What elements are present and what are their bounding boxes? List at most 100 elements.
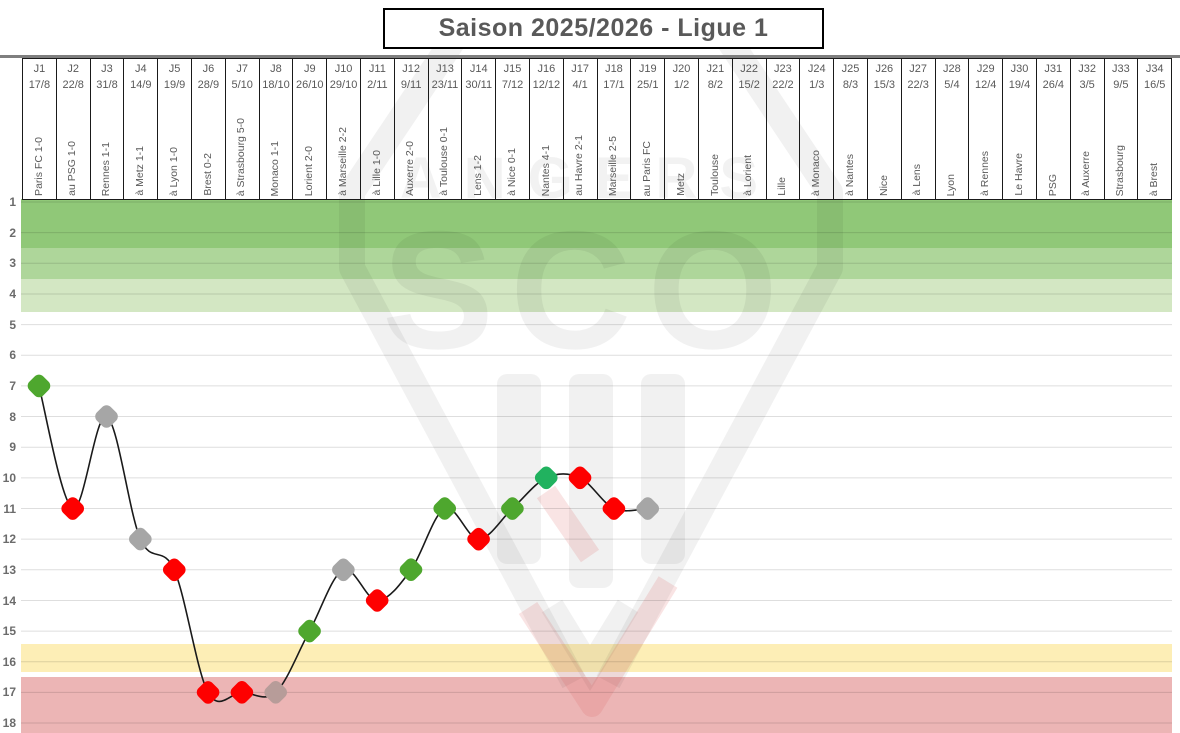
matchday-label: J15 [503,63,522,75]
matchday-column-J9: J9 26/10 Lorient 2-0 [292,59,326,199]
matchday-date: 22/2 [772,79,794,91]
result-marker-J19 [636,497,660,520]
matchday-column-J12: J12 9/11 Auxerre 2-0 [393,59,428,199]
matchday-label: J19 [638,63,657,75]
matchday-date: 31/8 [96,79,118,91]
result-marker-J16 [534,466,558,490]
matchday-label: J10 [334,63,353,75]
chart-zone [21,644,1172,673]
matchday-column-J1: J1 17/8 Paris FC 1-0 [22,59,56,199]
matchday-column-J14: J14 30/11 Lens 1-2 [461,59,495,199]
matchday-date: 30/11 [465,79,493,91]
matchday-column-J2: J2 22/8 au PSG 1-0 [55,59,90,199]
result-marker-J17 [568,466,592,490]
matchday-date: 22/3 [907,79,929,91]
result-marker-J18 [602,497,626,520]
result-marker-J15 [501,497,524,520]
header-divider-rule [0,55,1180,58]
matchday-column-J26: J26 15/3 Nice [866,59,901,199]
matchday-date: 2/11 [367,79,388,91]
matchday-label: J11 [368,63,386,75]
matchday-label: J6 [202,63,215,75]
result-marker-J11 [365,589,389,612]
matchday-header-table: J1 17/8 Paris FC 1-0 J2 22/8 au PSG 1-0 J3 31/8… [22,58,1173,200]
matchday-date: 19/4 [1008,79,1031,91]
matchday-date: 17/1 [603,79,625,91]
matchday-date: 17/8 [28,79,51,91]
matchday-date: 4/1 [572,79,588,91]
matchday-column-J32: J32 3/5 à Auxerre [1069,59,1104,199]
result-marker-J13 [433,497,457,520]
result-marker-J4 [129,527,152,551]
matchday-column-J34: J34 16/5 à Brest [1137,59,1173,199]
page-title: Saison 2025/2026 - Ligue 1 [383,8,824,49]
matchday-date: 15/2 [738,79,760,91]
matchday-date: 18/10 [262,79,290,91]
matchday-column-J23: J23 22/2 Lille [765,59,800,199]
matchday-label: J13 [436,63,454,75]
matchday-label: J1 [33,63,46,75]
matchday-date: 1/3 [809,79,825,91]
result-marker-J2 [61,497,85,520]
matchday-label: J17 [571,63,590,75]
watermark-sco-text: SCO [382,196,794,384]
matchday-label: J9 [303,63,316,75]
matchday-date: 16/5 [1143,79,1166,91]
matchday-column-J22: J22 15/2 à Lorient [731,59,766,199]
result-marker-J14 [467,527,490,551]
matchday-date: 19/9 [163,79,186,91]
result-marker-J12 [399,558,423,582]
result-marker-J10 [332,558,355,582]
matchday-column-J7: J7 5/10 à Strasbourg 5-0 [224,59,259,199]
matchday-date: 23/11 [431,79,459,91]
matchday-label: J27 [909,63,927,75]
matchday-label: J18 [605,63,623,75]
matchday-date: 3/5 [1079,79,1095,91]
matchday-label: J4 [134,63,147,75]
matchday-column-J8: J8 18/10 Monaco 1-1 [258,59,293,199]
result-marker-J1 [27,374,51,398]
matchday-label: J30 [1010,63,1029,75]
matchday-date: 8/3 [842,79,859,91]
matchday-label: J23 [774,63,792,75]
matchday-column-J29: J29 12/4 à Rennes [968,59,1002,199]
matchday-column-J13: J13 23/11 à Toulouse 0-1 [427,59,462,199]
matchday-label: J29 [976,63,995,75]
matchday-date: 28/9 [197,79,220,91]
matchday-date: 29/10 [329,79,358,91]
result-marker-J5 [162,558,186,582]
chart-zone [21,248,1172,279]
matchday-date: 26/10 [296,79,324,91]
result-marker-J9 [298,619,321,643]
matchday-label: J20 [672,63,691,75]
matchday-label: J21 [706,63,725,75]
matchday-date: 5/10 [231,79,253,91]
matchday-label: J14 [469,63,488,75]
matchday-date: 25/1 [637,79,659,91]
matchday-date: 7/12 [501,79,524,91]
matchday-date: 15/3 [873,79,896,91]
matchday-date: 8/2 [707,79,723,91]
matchday-date: 12/4 [975,79,997,91]
matchday-date: 1/2 [673,79,690,91]
matchday-date: 26/4 [1042,79,1065,91]
matchday-label: J22 [740,63,758,75]
matchday-label: J7 [236,63,248,75]
matchday-column-J24: J24 1/3 à Monaco [799,59,833,199]
matchday-column-J10: J10 29/10 à Marseille 2-2 [326,59,360,199]
matchday-column-J5: J5 19/9 à Lyon 1-0 [157,59,191,199]
position-line [38,385,648,703]
matchday-label: J2 [67,63,79,75]
crest-outline [339,10,843,689]
matchday-column-J11: J11 2/11 à Lille 1-0 [359,59,394,199]
matchday-label: J28 [943,63,961,75]
matchday-column-J19: J19 25/1 au Paris FC [630,59,664,199]
result-marker-J7 [230,681,254,704]
matchday-column-J6: J6 28/9 Brest 0-2 [190,59,225,199]
result-marker-J6 [196,681,220,704]
matchday-column-J21: J21 8/2 Toulouse [697,59,732,199]
matchday-date: 22/8 [62,79,84,91]
